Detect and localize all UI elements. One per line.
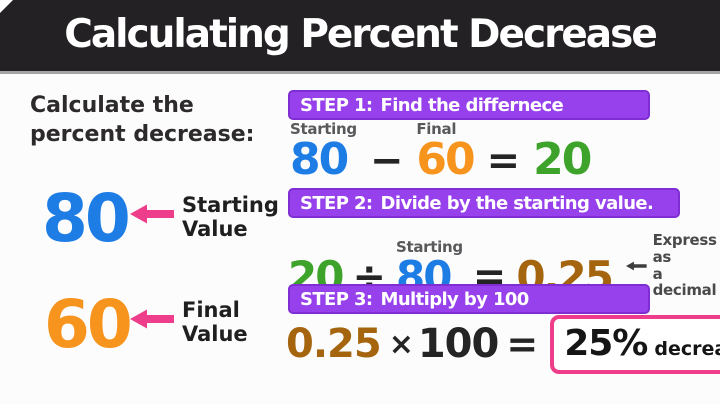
eq3-times-operator: × <box>388 327 414 362</box>
prompt-text: Calculate the percent decrease: <box>30 92 254 149</box>
eq3-term1-value: 0.25 <box>286 321 382 368</box>
express-as-decimal-note: Express as a decimal <box>625 231 720 300</box>
step1-equation: Starting 80 − Final 60 = 20 <box>290 120 592 186</box>
arrow-left-icon <box>130 204 174 224</box>
step3-banner: STEP 3: Multiply by 100 <box>288 284 650 314</box>
step3-label: STEP 3: <box>300 288 373 310</box>
page-title: Calculating Percent Decrease <box>64 12 658 57</box>
header-bar: Calculating Percent Decrease <box>0 0 720 74</box>
prompt-line-1: Calculate the <box>30 93 194 118</box>
final-value-number: 60 <box>44 286 133 363</box>
step1-title: Find the differnece <box>380 94 564 116</box>
eq1-term1-value: 80 <box>290 134 349 186</box>
eq1-result-value: 20 <box>533 134 592 186</box>
step3-title: Multiply by 100 <box>380 288 530 310</box>
prompt-line-2: percent decrease: <box>30 121 255 147</box>
corner-notch-decoration <box>0 0 13 13</box>
result-box: 25% decrease <box>550 315 720 374</box>
step2-banner: STEP 2: Divide by the starting value. <box>288 188 680 218</box>
eq1-term-starting: Starting 80 <box>290 120 357 186</box>
small-arrow-left-icon <box>625 261 647 270</box>
eq1-minus-operator: − <box>369 138 404 185</box>
arrow-left-icon <box>130 309 174 329</box>
eq2-term2-annotation: Starting <box>395 238 463 257</box>
step3-equation: 0.25 × 100 = 25% decrease <box>286 315 720 374</box>
starting-value-label: Starting Value <box>182 193 279 241</box>
step2-label: STEP 2: <box>300 192 373 214</box>
eq1-term2-annotation: Final <box>416 120 457 138</box>
step1-label: STEP 1: <box>300 94 373 116</box>
step2-title: Divide by the starting value. <box>380 192 654 214</box>
final-value-label: Final Value <box>182 298 248 346</box>
starting-value-number: 80 <box>42 180 131 257</box>
note-text: Express as a decimal <box>652 231 717 300</box>
result-percent: 25% <box>564 323 648 364</box>
eq3-equals-operator: = <box>506 321 539 366</box>
eq1-term2-value: 60 <box>416 134 475 186</box>
eq3-term2-value: 100 <box>417 321 499 368</box>
step1-banner: STEP 1: Find the differnece <box>288 90 650 120</box>
result-word: decrease <box>654 338 720 360</box>
eq1-equals-operator: = <box>486 138 521 185</box>
eq1-term1-annotation: Starting <box>290 120 357 138</box>
eq1-term-final: Final 60 <box>416 120 475 186</box>
